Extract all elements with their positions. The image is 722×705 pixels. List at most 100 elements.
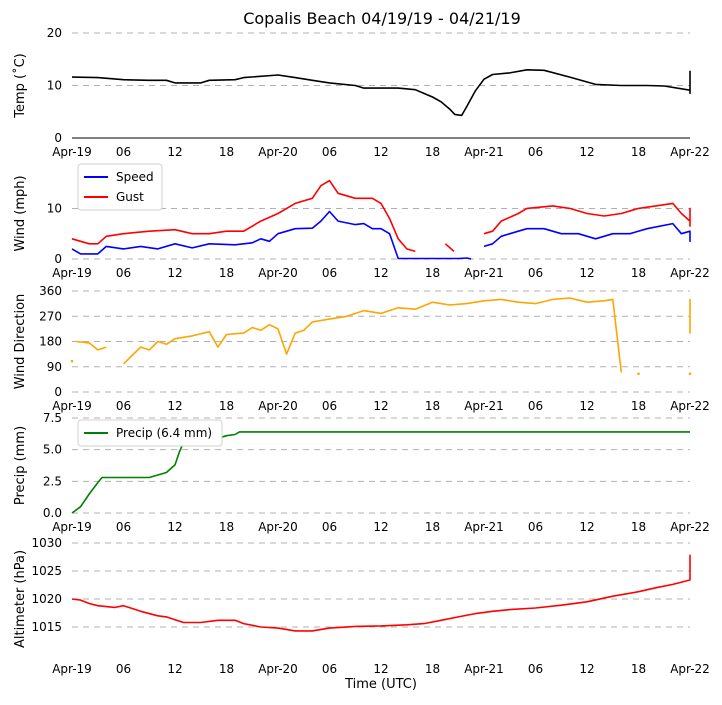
xtick-label-temp: 12	[373, 145, 388, 159]
y-axis-label-temp: Temp (˚C)	[12, 53, 28, 119]
ytick-label-temp: 20	[47, 26, 62, 40]
xtick-label-temp: 06	[116, 145, 131, 159]
xtick-label-direction: Apr-20	[258, 399, 298, 413]
xtick-label-wind: Apr-20	[258, 266, 298, 280]
xtick-label-precip: Apr-19	[52, 520, 92, 534]
xtick-label-temp: 06	[322, 145, 337, 159]
xtick-label-direction: 12	[373, 399, 388, 413]
legend-label-precip: Precip (6.4 mm)	[116, 426, 212, 440]
xtick-label-altimeter: 18	[219, 662, 234, 676]
xtick-label-altimeter: 06	[528, 662, 543, 676]
xtick-label-direction: 06	[528, 399, 543, 413]
series-line-temp	[71, 69, 691, 117]
ytick-label-temp: 10	[47, 79, 62, 93]
legend-label-gust: Gust	[116, 190, 144, 204]
series-line-direction	[76, 340, 107, 351]
xtick-label-precip: 12	[579, 520, 594, 534]
y-axis-label-direction: Wind Direction	[13, 294, 28, 390]
xtick-label-altimeter: 06	[116, 662, 131, 676]
series-line-altimeter	[71, 554, 691, 632]
legend-box-wind	[77, 163, 163, 211]
xtick-label-direction: 06	[116, 399, 131, 413]
ytick-label-direction: 270	[39, 309, 62, 323]
ytick-label-wind: 0	[54, 252, 62, 266]
ytick-label-altimeter: 1020	[31, 592, 62, 606]
x-axis-label: Time (UTC)	[344, 677, 417, 692]
y-axis-label-precip: Precip (mm)	[13, 426, 28, 505]
xtick-label-direction: Apr-21	[464, 399, 504, 413]
xtick-label-altimeter: 06	[322, 662, 337, 676]
series-line-gust	[483, 202, 691, 235]
xtick-label-direction: 12	[167, 399, 182, 413]
series-line-precip	[71, 431, 690, 514]
series-point-direction	[70, 359, 74, 363]
xtick-label-temp: 18	[219, 145, 234, 159]
xtick-label-precip: 06	[322, 520, 337, 534]
ytick-label-precip: 0.0	[43, 506, 62, 520]
ytick-label-direction: 0	[54, 385, 62, 399]
xtick-label-direction: 18	[631, 399, 646, 413]
xtick-label-precip: Apr-22	[670, 520, 710, 534]
xtick-label-direction: 18	[219, 399, 234, 413]
series-line-gust	[71, 179, 416, 253]
xtick-label-wind: 12	[579, 266, 594, 280]
xtick-label-wind: Apr-21	[464, 266, 504, 280]
panel-precip	[71, 417, 690, 514]
xtick-label-precip: 06	[528, 520, 543, 534]
legend-label-speed: Speed	[116, 170, 154, 184]
series-point-direction	[637, 372, 640, 376]
ytick-label-precip: 7.5	[43, 411, 62, 425]
series-line-speed	[71, 210, 472, 260]
xtick-label-wind: 12	[167, 266, 182, 280]
xtick-label-altimeter: 18	[631, 662, 646, 676]
xtick-label-precip: 12	[373, 520, 388, 534]
xtick-label-direction: 12	[579, 399, 594, 413]
xtick-label-precip: Apr-21	[464, 520, 504, 534]
xtick-label-precip: 18	[631, 520, 646, 534]
xtick-label-altimeter: 18	[425, 662, 440, 676]
xtick-label-wind: 18	[219, 266, 234, 280]
xtick-label-temp: 18	[425, 145, 440, 159]
legend-box-precip	[77, 419, 223, 447]
ytick-label-temp: 0	[54, 131, 62, 145]
xtick-label-temp: 12	[167, 145, 182, 159]
ytick-label-altimeter: 1015	[31, 620, 62, 634]
xtick-label-direction: Apr-19	[52, 399, 92, 413]
ytick-label-direction: 360	[39, 284, 62, 298]
xtick-label-altimeter: Apr-22	[670, 662, 710, 676]
xtick-label-altimeter: 12	[167, 662, 182, 676]
xtick-label-wind: 12	[373, 266, 388, 280]
series-point-direction	[688, 372, 692, 376]
ytick-label-direction: 180	[39, 335, 62, 349]
panel-temp	[71, 32, 691, 139]
xtick-label-wind: 06	[528, 266, 543, 280]
xtick-label-direction: 18	[425, 399, 440, 413]
xtick-label-temp: 18	[631, 145, 646, 159]
y-axis-label-altimeter: Altimeter (hPa)	[13, 550, 28, 648]
xtick-label-altimeter: Apr-21	[464, 662, 504, 676]
xtick-label-wind: 18	[631, 266, 646, 280]
ytick-label-altimeter: 1030	[31, 536, 62, 550]
series-line-speed	[483, 222, 691, 248]
xtick-label-wind: 06	[322, 266, 337, 280]
xtick-label-wind: 06	[116, 266, 131, 280]
xtick-label-direction: Apr-22	[670, 399, 710, 413]
xtick-label-temp: Apr-20	[258, 145, 298, 159]
xtick-label-precip: Apr-20	[258, 520, 298, 534]
xtick-label-precip: 12	[167, 520, 182, 534]
panel-direction	[70, 290, 692, 393]
xtick-label-altimeter: Apr-20	[258, 662, 298, 676]
chart-title: Copalis Beach 04/19/19 - 04/21/19	[243, 9, 521, 28]
ytick-label-wind: 10	[47, 201, 62, 215]
xtick-label-precip: 06	[116, 520, 131, 534]
xtick-label-wind: 18	[425, 266, 440, 280]
panel-altimeter	[71, 542, 691, 632]
xtick-label-temp: Apr-21	[464, 145, 504, 159]
xtick-label-wind: Apr-19	[52, 266, 92, 280]
ytick-label-direction: 90	[47, 360, 62, 374]
series-line-direction	[122, 297, 623, 373]
xtick-label-temp: Apr-19	[52, 145, 92, 159]
panel-wind	[71, 163, 691, 260]
xtick-label-temp: 12	[579, 145, 594, 159]
